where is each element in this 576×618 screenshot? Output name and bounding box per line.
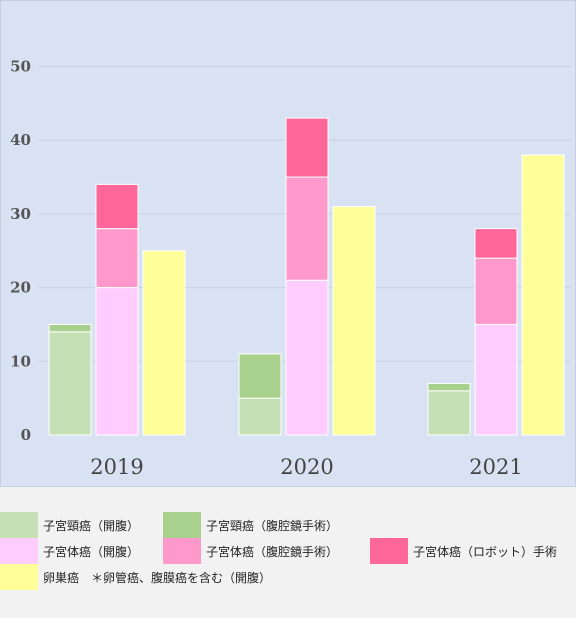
chart-area: 0 10 20 30 40 50 2019 2020 2021 xyxy=(0,0,576,487)
legend: 子宮頸癌（開腹） 子宮頸癌（腹腔鏡手術） 子宮体癌（開腹） 子宮体癌（腹腔鏡手術） 子宮… xyxy=(0,487,576,618)
bar-segment xyxy=(285,176,329,281)
bar-segment xyxy=(474,228,518,259)
bar-segment xyxy=(48,331,92,436)
x-category-label: 2019 xyxy=(90,455,143,479)
legend-swatch xyxy=(0,564,38,590)
x-category-label: 2021 xyxy=(469,455,522,479)
bar-segment xyxy=(142,250,186,436)
legend-label: 子宮体癌（腹腔鏡手術） xyxy=(206,544,339,559)
y-tick-label: 0 xyxy=(21,426,31,444)
bar-segment xyxy=(48,323,92,333)
bar-segment xyxy=(285,117,329,178)
bar-segment xyxy=(332,206,376,436)
legend-item: 子宮体癌（開腹） xyxy=(0,538,139,564)
y-axis-ticks: 0 10 20 30 40 50 xyxy=(10,58,31,445)
bar-segment xyxy=(95,183,139,230)
bar-segment xyxy=(521,154,565,436)
legend-label: 子宮体癌（開腹） xyxy=(43,544,140,559)
y-tick-label: 20 xyxy=(10,279,31,297)
y-tick-label: 50 xyxy=(10,58,31,76)
legend-swatch xyxy=(163,538,201,564)
y-tick-label: 10 xyxy=(10,352,31,370)
bar-segment xyxy=(474,257,518,325)
bars xyxy=(48,117,565,436)
bar-segment xyxy=(474,323,518,436)
bar-segment xyxy=(285,279,329,436)
y-tick-label: 30 xyxy=(10,205,31,223)
bar-segment xyxy=(427,390,471,436)
bar-segment xyxy=(238,397,282,436)
bar-segment xyxy=(427,382,471,392)
legend-swatch xyxy=(163,512,201,538)
bar-segment xyxy=(95,287,139,436)
legend-swatch xyxy=(0,512,38,538)
y-tick-label: 40 xyxy=(10,131,31,149)
legend-label: 子宮体癌（ロボット）手術 xyxy=(413,544,558,559)
x-category-label: 2020 xyxy=(280,455,333,479)
bar-chart: 0 10 20 30 40 50 2019 2020 2021 xyxy=(10,58,571,479)
legend-swatch xyxy=(0,538,38,564)
legend-swatch xyxy=(370,538,408,564)
legend-item: 卵巣癌 ＊卵管癌、腹膜癌を含む（開腹） xyxy=(0,564,271,590)
bar-segment xyxy=(238,353,282,399)
legend-item: 子宮頸癌（腹腔鏡手術） xyxy=(163,512,338,538)
legend-item: 子宮体癌（腹腔鏡手術） xyxy=(163,538,338,564)
legend-label: 子宮頸癌（開腹） xyxy=(43,518,140,533)
x-axis-categories: 2019 2020 2021 xyxy=(90,455,522,479)
legend-label: 卵巣癌 ＊卵管癌、腹膜癌を含む（開腹） xyxy=(43,570,272,585)
bar-segment xyxy=(95,228,139,289)
legend-item: 子宮頸癌（開腹） xyxy=(0,512,139,538)
legend-item: 子宮体癌（ロボット）手術 xyxy=(370,538,557,564)
legend-label: 子宮頸癌（腹腔鏡手術） xyxy=(206,518,339,533)
